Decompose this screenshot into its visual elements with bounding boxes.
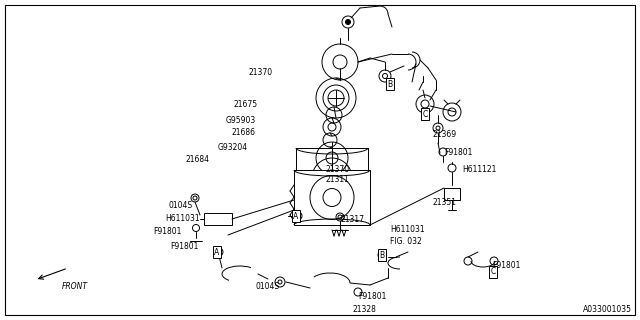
Bar [204, 213, 232, 225]
Text: F91801: F91801 [492, 261, 520, 270]
Text: 0104S: 0104S [168, 201, 192, 210]
Text: A033001035: A033001035 [583, 305, 632, 314]
Text: 21370: 21370 [325, 165, 349, 174]
Text: 21369: 21369 [432, 130, 456, 139]
Text: F91801: F91801 [358, 292, 387, 301]
Text: C: C [490, 268, 495, 276]
Bar [296, 148, 368, 208]
Text: 21328: 21328 [352, 305, 376, 314]
Text: F91801: F91801 [153, 227, 181, 236]
Bar [294, 170, 370, 225]
Text: A: A [293, 212, 299, 220]
Text: 21370: 21370 [248, 68, 272, 77]
Text: H611031: H611031 [390, 225, 424, 234]
Text: FRONT: FRONT [62, 282, 88, 291]
Text: G95903: G95903 [226, 116, 256, 125]
Text: FIG. 032: FIG. 032 [390, 237, 422, 246]
Text: G93204: G93204 [218, 143, 248, 152]
Text: B: B [387, 79, 392, 89]
Text: H611031: H611031 [165, 214, 200, 223]
Text: F91801: F91801 [444, 148, 472, 157]
Text: B: B [380, 251, 385, 260]
Text: F91801: F91801 [170, 242, 198, 251]
Text: 21675: 21675 [233, 100, 257, 109]
Text: 21684: 21684 [185, 155, 209, 164]
Text: 0104S: 0104S [255, 282, 279, 291]
Text: A: A [214, 247, 220, 257]
Text: 21311: 21311 [325, 175, 349, 184]
Text: 21317: 21317 [340, 215, 364, 224]
Text: 21351: 21351 [432, 198, 456, 207]
Text: 21686: 21686 [231, 128, 255, 137]
Text: C: C [422, 109, 428, 118]
Circle shape [346, 20, 351, 25]
Bar [444, 188, 460, 200]
Text: H611121: H611121 [462, 165, 497, 174]
